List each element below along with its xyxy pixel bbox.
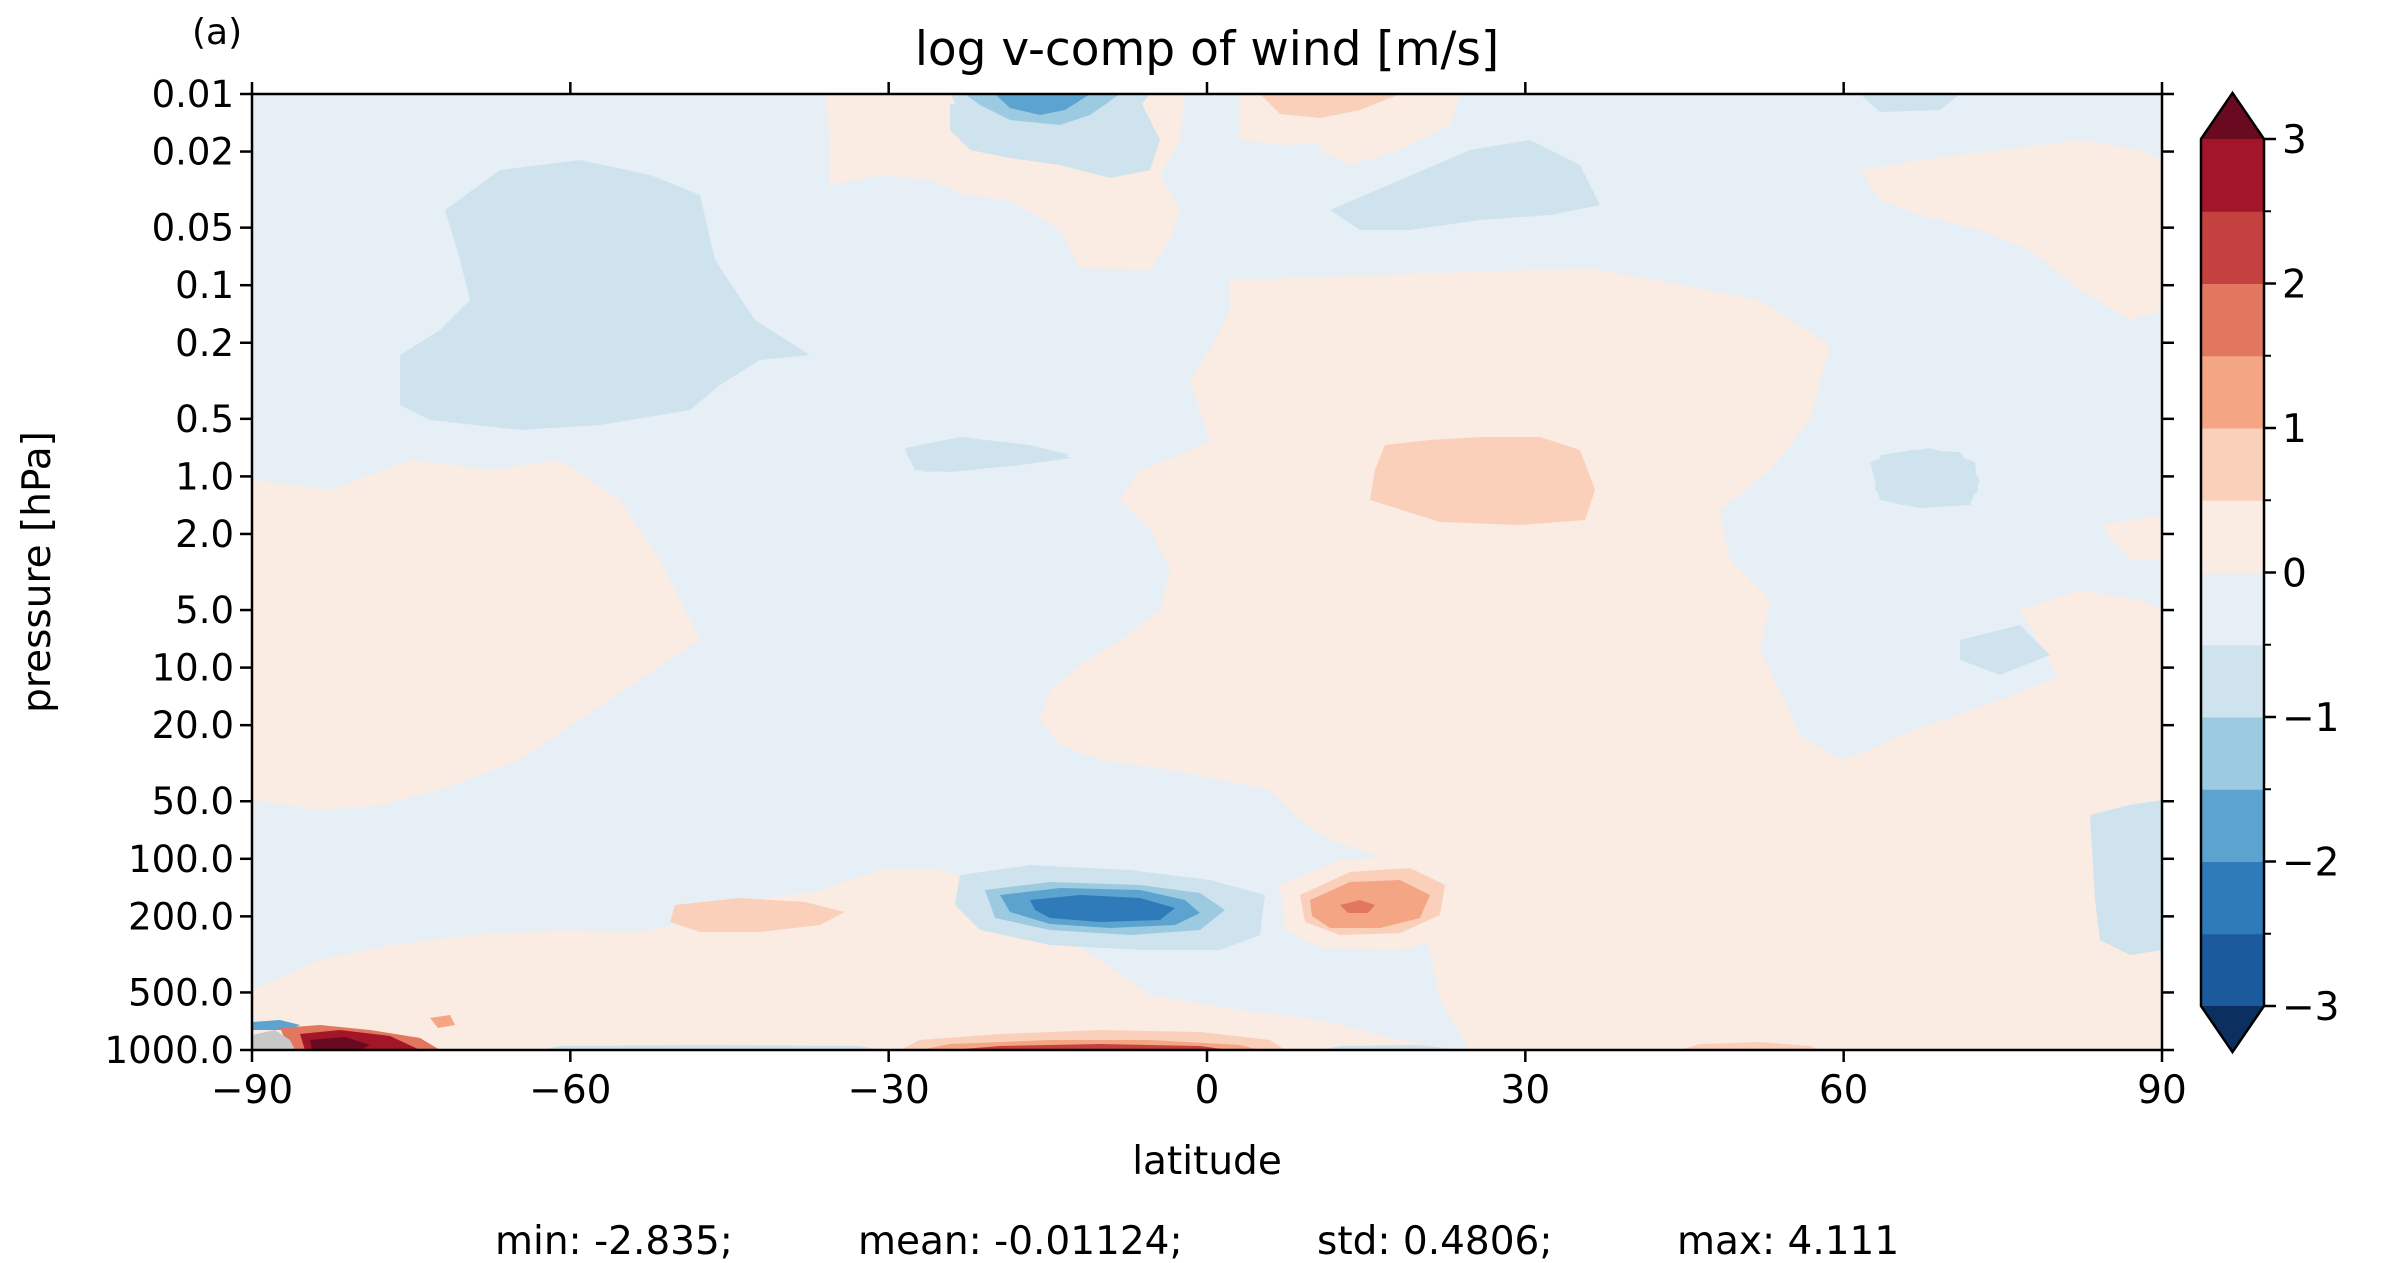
y-tick-label: 100.0 — [128, 838, 234, 881]
stats-line: min: -2.835; mean: -0.01124; std: 0.4806… — [495, 1219, 1899, 1263]
x-axis-label: latitude — [1132, 1139, 1282, 1184]
stat-min: min: -2.835; — [495, 1219, 733, 1263]
x-tick-label: −30 — [848, 1068, 930, 1113]
colorbar-segment — [2201, 717, 2264, 790]
y-tick-label: 1000.0 — [105, 1029, 234, 1072]
y-tick-label: 5.0 — [175, 589, 234, 632]
panel-label: (a) — [192, 12, 242, 53]
x-tick-label: 90 — [2137, 1068, 2187, 1113]
y-tick-label: 200.0 — [128, 895, 234, 938]
y-tick-label: 1.0 — [175, 455, 234, 498]
colorbar-segment — [2201, 355, 2264, 429]
contours-jet-blue — [955, 865, 1265, 950]
y-tick-label: 0.02 — [152, 131, 234, 174]
y-tick-label: 0.2 — [175, 322, 234, 365]
colorbar-segment — [2201, 500, 2264, 573]
colorbar-tick-label: −2 — [2282, 841, 2340, 886]
colorbar-segment — [2201, 572, 2264, 646]
x-tick-label: 30 — [1501, 1068, 1551, 1113]
colorbar-tick-label: 1 — [2282, 407, 2307, 452]
y-tick-label: 10.0 — [152, 647, 234, 690]
y-tick-label: 50.0 — [152, 780, 234, 823]
contours-mid-features — [670, 437, 1978, 932]
stat-std: std: 0.4806; — [1317, 1219, 1553, 1263]
x-tick-label: 0 — [1195, 1068, 1220, 1113]
colorbar-tick-label: 2 — [2282, 263, 2307, 308]
x-tick-label: −90 — [211, 1068, 293, 1113]
x-tick-label: −60 — [529, 1068, 611, 1113]
stat-max: max: 4.111 — [1677, 1219, 1899, 1263]
y-tick-label: 0.01 — [152, 73, 234, 116]
contours-upper-blue — [950, 94, 1150, 150]
y-tick-label: 20.0 — [152, 704, 234, 747]
colorbar-extend-low — [2201, 1006, 2264, 1052]
colorbar-tick-label: 3 — [2282, 118, 2307, 163]
y-axis-ticks: 0.01 0.02 0.05 0.1 0.2 0.5 1.0 2.0 5.0 10.0 20.0 50… — [105, 73, 2174, 1072]
colorbar-segment — [2201, 139, 2264, 212]
colorbar-segment — [2201, 933, 2264, 1007]
y-tick-label: 0.5 — [175, 398, 234, 441]
colorbar: 3 2 1 0 −1 −2 −3 — [2199, 90, 2340, 1055]
contours-positive-light — [252, 94, 2162, 1050]
colorbar-segment — [2201, 283, 2264, 357]
colorbar-extend-high — [2201, 93, 2264, 139]
contours-upper-red — [1240, 94, 1440, 145]
colorbar-tick-label: 0 — [2282, 552, 2307, 597]
colorbar-segment — [2201, 861, 2264, 935]
x-tick-label: 60 — [1819, 1068, 1869, 1113]
chart-title: log v-comp of wind [m/s] — [915, 22, 1499, 77]
y-tick-label: 0.05 — [152, 207, 234, 250]
stat-mean: mean: -0.01124; — [858, 1219, 1183, 1263]
contours-jet-red — [1280, 855, 1480, 950]
plot-area — [252, 94, 2162, 1050]
contours-surface — [252, 1015, 1820, 1050]
y-tick-label: 500.0 — [128, 971, 234, 1014]
colorbar-segment — [2201, 644, 2264, 718]
y-tick-label: 0.1 — [175, 264, 234, 307]
colorbar-segment — [2201, 211, 2264, 284]
y-tick-label: 2.0 — [175, 513, 234, 556]
colorbar-segment — [2201, 428, 2264, 501]
colorbar-segment — [2201, 789, 2264, 862]
x-axis-ticks: −90 −60 −30 0 30 60 90 — [211, 82, 2187, 1113]
colorbar-tick-label: −3 — [2282, 985, 2340, 1030]
colorbar-tick-label: −1 — [2282, 696, 2340, 741]
y-axis-label: pressure [hPa] — [15, 431, 60, 713]
